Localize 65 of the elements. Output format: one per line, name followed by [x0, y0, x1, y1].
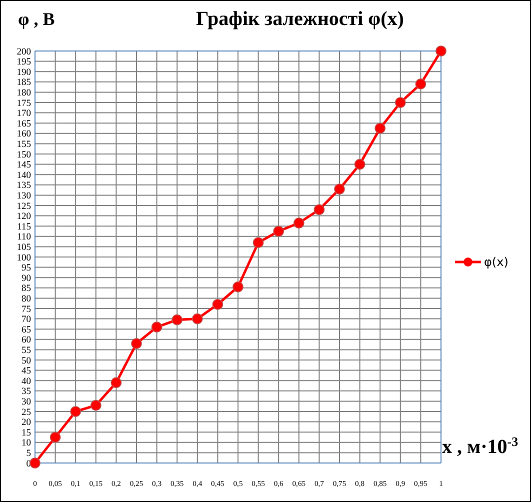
y-axis-title: φ , В: [18, 9, 55, 29]
y-tick-label: 165: [16, 119, 32, 130]
y-tick-label: 175: [16, 98, 32, 109]
y-tick-label: 75: [22, 304, 32, 315]
y-tick-label: 50: [22, 356, 32, 366]
y-tick-label: 100: [16, 253, 32, 264]
y-tick-label: 5: [26, 449, 32, 460]
y-tick-label: 120: [16, 212, 32, 222]
point: [172, 314, 182, 326]
point: [30, 458, 40, 468]
y-tick-label: 20: [22, 418, 32, 428]
y-tick-label: 110: [17, 232, 32, 243]
y-tick-label: 80: [22, 294, 32, 305]
y-tick-label: 15: [22, 428, 32, 438]
point: [70, 406, 81, 417]
y-tick-label: 105: [16, 243, 32, 254]
point: [110, 377, 122, 388]
point: [212, 298, 224, 310]
point: [151, 322, 162, 332]
y-tick-label: 25: [22, 408, 32, 418]
y-tick-label: 160: [16, 130, 32, 140]
x-axis-title: x , м·10$^{-3}$: [442, 434, 519, 458]
y-tick-label: 10: [22, 438, 32, 449]
y-tick-label: 200: [16, 47, 32, 58]
y-tick-label: 150: [16, 150, 32, 160]
y-tick-label: 65: [22, 325, 32, 336]
point: [252, 237, 264, 248]
y-tick-label: 135: [16, 181, 32, 192]
y-tick-label: 95: [22, 264, 32, 274]
chart-title: Графік залежності φ(x): [196, 8, 404, 30]
y-tick-label: 180: [16, 88, 32, 99]
y-tick-label: 155: [16, 140, 32, 150]
y-tick-label: 85: [22, 284, 32, 294]
y-tick-label: 185: [16, 78, 32, 88]
y-tick-label: 55: [22, 346, 32, 356]
point: [90, 400, 102, 411]
y-tick-label: 70: [22, 315, 32, 326]
y-tick-label: 45: [22, 366, 32, 377]
point: [395, 97, 406, 108]
y-tick-label: 30: [22, 398, 32, 408]
point: [131, 338, 142, 349]
point: [334, 184, 345, 194]
point: [354, 158, 366, 170]
point: [415, 78, 426, 90]
point: [232, 281, 244, 292]
y-tick-label: 35: [22, 387, 32, 398]
point: [50, 432, 61, 443]
y-tick-label: 170: [16, 109, 32, 120]
y-tick-label: 90: [22, 274, 32, 284]
y-tick-label: 140: [16, 170, 32, 181]
point: [294, 218, 304, 228]
point: [273, 226, 284, 237]
y-tick-label: 115: [17, 222, 32, 232]
y-tick-label: 60: [22, 336, 32, 346]
point: [436, 46, 446, 56]
y-tick-label: 130: [16, 192, 32, 202]
y-tick-label: 190: [16, 68, 32, 78]
point: [374, 122, 386, 134]
y-tick-label: 40: [22, 376, 32, 387]
y-tick-label: 145: [16, 160, 32, 171]
y-tick-label: 195: [16, 58, 32, 68]
y-tick-label: 125: [16, 202, 32, 212]
point: [192, 313, 203, 324]
legend-label: φ(x): [484, 255, 508, 270]
point: [314, 204, 325, 216]
